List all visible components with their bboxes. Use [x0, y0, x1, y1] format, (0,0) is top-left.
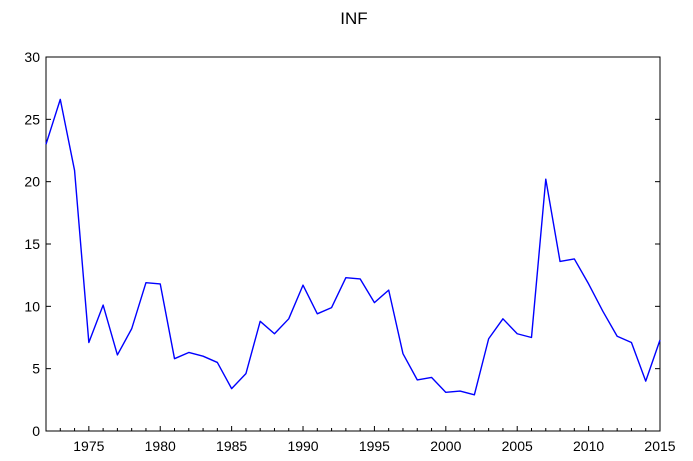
data-point: [244, 372, 247, 375]
x-tick-label: 2000: [430, 438, 461, 454]
x-tick-label: 2015: [644, 438, 675, 454]
data-point: [287, 317, 290, 320]
data-point: [373, 301, 376, 304]
data-point: [616, 335, 619, 338]
data-point: [45, 143, 48, 146]
x-tick-label: 2010: [573, 438, 604, 454]
axes: [45, 56, 661, 432]
data-point: [87, 341, 90, 344]
data-point: [459, 390, 462, 393]
x-tick-label: 1985: [216, 438, 247, 454]
data-point: [359, 277, 362, 280]
data-point: [559, 260, 562, 263]
x-tick-label: 1980: [145, 438, 176, 454]
data-point: [401, 352, 404, 355]
data-point: [302, 284, 305, 287]
data-point: [487, 337, 490, 340]
series-group: [45, 98, 662, 396]
data-point: [130, 327, 133, 330]
data-point: [273, 332, 276, 335]
data-point: [416, 378, 419, 381]
data-point: [330, 306, 333, 309]
data-point: [444, 391, 447, 394]
data-point: [259, 320, 262, 323]
data-point: [573, 257, 576, 260]
tick-labels: 1975 1980 1985 1990 1995 2000 2005 2010 20150510…: [24, 49, 675, 454]
data-point: [187, 351, 190, 354]
y-tick-label: 15: [24, 236, 40, 252]
y-tick-label: 10: [24, 298, 40, 314]
x-tick-label: 1990: [287, 438, 318, 454]
data-point: [344, 276, 347, 279]
chart-title: INF: [340, 9, 367, 28]
data-point: [73, 169, 76, 172]
data-point: [601, 310, 604, 313]
data-point: [530, 336, 533, 339]
y-tick-label: 20: [24, 174, 40, 190]
data-point: [430, 376, 433, 379]
data-point: [230, 387, 233, 390]
data-point: [587, 282, 590, 285]
data-point: [59, 98, 62, 101]
data-point: [216, 361, 219, 364]
data-point: [102, 304, 105, 307]
data-point: [516, 332, 519, 335]
data-point: [316, 312, 319, 315]
axis-ticks: [45, 56, 661, 432]
x-tick-label: 1975: [73, 438, 104, 454]
data-point: [630, 341, 633, 344]
data-point: [173, 357, 176, 360]
y-tick-label: 0: [32, 423, 40, 439]
y-tick-label: 30: [24, 49, 40, 65]
data-point: [387, 289, 390, 292]
data-point: [659, 338, 662, 341]
data-point: [202, 355, 205, 358]
inf-series-line: [45, 98, 661, 396]
y-tick-label: 25: [24, 111, 40, 127]
data-point: [144, 281, 147, 284]
x-tick-label: 1995: [359, 438, 390, 454]
data-point: [473, 393, 476, 396]
data-point: [159, 282, 162, 285]
data-point: [501, 317, 504, 320]
plot-frame: [45, 56, 661, 432]
data-point: [644, 380, 647, 383]
y-tick-label: 5: [32, 361, 40, 377]
data-point: [116, 353, 119, 356]
data-point: [544, 178, 547, 181]
x-tick-label: 2005: [502, 438, 533, 454]
